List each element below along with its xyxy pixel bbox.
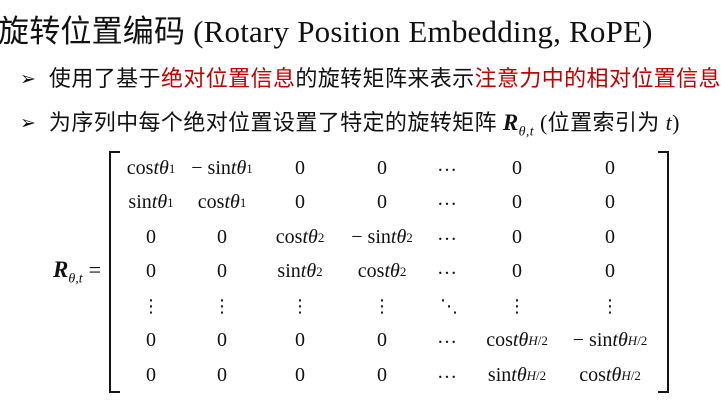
matrix-cell: 0 xyxy=(512,156,523,179)
matrix-cell: cos tθ H/2 xyxy=(579,363,641,386)
matrix-cell: sin tθ 2 xyxy=(277,260,323,283)
bullet-item-absolute-position: ➢ 为序列中每个绝对位置设置了特定的旋转矩阵 Rθ,t (位置索引为 t) xyxy=(20,108,680,147)
matrix-cell: 0 xyxy=(512,191,523,214)
matrix-cell: sin tθ H/2 xyxy=(487,363,547,386)
slide-title: 旋转位置编码 (Rotary Position Embedding, RoPE) xyxy=(0,14,653,49)
bullet2-segment-prefix: 为序列中每个绝对位置设置了特定的旋转矩阵 xyxy=(48,110,503,135)
bullet1-segment-plain: 的旋转矩阵来表示 xyxy=(295,66,475,91)
matrix-cell: − sin tθ 2 xyxy=(351,225,413,248)
matrix-bracket-right xyxy=(658,151,670,393)
matrix-cell: ⋮ xyxy=(142,295,161,317)
matrix-cell: ⋮ xyxy=(213,295,232,317)
matrix-cell: 0 xyxy=(605,260,616,283)
matrix-cell: 0 xyxy=(377,191,388,214)
matrix-cell: 0 xyxy=(146,363,157,386)
matrix-cell: 0 xyxy=(295,191,306,214)
matrix-cell: 0 xyxy=(217,225,228,248)
bullet1-segment-emphasis: 绝对位置信息 xyxy=(160,66,296,91)
bullet-arrow-icon: ➢ xyxy=(20,112,36,134)
matrix-cell: ⋱ xyxy=(440,295,459,317)
bullet-item-rotation-matrix: ➢ 使用了基于绝对位置信息的旋转矩阵来表示注意力中的相对位置信息 xyxy=(20,64,721,94)
matrix-cell: ⋮ xyxy=(373,295,392,317)
matrix-cell: 0 xyxy=(295,329,306,352)
matrix-cell: cos tθ 1 xyxy=(197,191,247,214)
matrix-cell: 0 xyxy=(217,260,228,283)
matrix-cell: 0 xyxy=(605,156,616,179)
equation-matrix-symbol: R xyxy=(53,256,69,282)
matrix-cell: 0 xyxy=(605,225,616,248)
matrix-cell: 0 xyxy=(377,329,388,352)
matrix-cell: … xyxy=(437,188,462,211)
matrix-cell: … xyxy=(437,222,462,245)
matrix-cell: … xyxy=(437,360,462,383)
matrix-cell: 0 xyxy=(217,329,228,352)
matrix-cell: 0 xyxy=(377,363,388,386)
rotation-matrix-grid: cos tθ 1 − sin tθ 1 0 0 … 0 0 sin tθ 1 cos tθ 1 0 0 … 0 0… xyxy=(120,151,658,393)
matrix-cell: ⋮ xyxy=(508,295,527,317)
matrix-cell: cos tθ 1 xyxy=(126,156,176,179)
matrix-cell: − sin tθ H/2 xyxy=(572,329,648,352)
matrix-cell: 0 xyxy=(295,156,306,179)
bullet-arrow-icon: ➢ xyxy=(20,68,36,90)
bullet-text: 使用了基于绝对位置信息的旋转矩阵来表示注意力中的相对位置信息 xyxy=(49,64,721,94)
matrix-symbol-subscript: θ,t xyxy=(518,124,535,140)
matrix-cell: cos tθ 2 xyxy=(275,225,325,248)
matrix-cell: … xyxy=(437,153,462,176)
equation-lhs: Rθ,t = xyxy=(53,257,101,287)
rotation-matrix-symbol: Rθ,t xyxy=(502,110,534,139)
equation-matrix-subscript: θ,t xyxy=(68,271,83,287)
matrix-cell: 0 xyxy=(217,363,228,386)
matrix-bracket-left xyxy=(109,151,121,393)
matrix-cell: 0 xyxy=(295,363,306,386)
bullet1-segment-plain: 使用了基于 xyxy=(48,66,161,91)
position-index-variable: t xyxy=(665,110,673,135)
matrix-cell: ⋮ xyxy=(291,295,310,317)
matrix-cell: ⋮ xyxy=(601,295,620,317)
matrix-cell: 0 xyxy=(377,156,388,179)
matrix-symbol-base: R xyxy=(502,110,519,135)
matrix-cell: cos tθ 2 xyxy=(357,260,407,283)
matrix-cell: … xyxy=(437,257,462,280)
matrix-cell: 0 xyxy=(146,260,157,283)
matrix-cell: … xyxy=(437,326,462,349)
bullet1-segment-emphasis: 注意力中的相对位置信息 xyxy=(474,66,721,91)
matrix-cell: 0 xyxy=(512,260,523,283)
matrix-cell: 0 xyxy=(512,225,523,248)
matrix-cell: 0 xyxy=(146,225,157,248)
matrix-cell: sin tθ 1 xyxy=(128,191,174,214)
equals-sign: = xyxy=(88,256,102,282)
rope-matrix-equation: Rθ,t = cos tθ 1− sin tθ 1 0 0… 0 0 sin tθ 1 cos tθ… xyxy=(53,151,670,393)
bullet2-segment-paren-close: ) xyxy=(672,110,680,135)
bullet2-segment-paren-open: (位置索引为 xyxy=(534,110,666,135)
matrix-cell: 0 xyxy=(146,329,157,352)
matrix-cell: cos tθ H/2 xyxy=(486,329,548,352)
matrix-cell: 0 xyxy=(605,191,616,214)
bullet-text: 为序列中每个绝对位置设置了特定的旋转矩阵 Rθ,t (位置索引为 t) xyxy=(49,108,680,147)
matrix-cell: − sin tθ 1 xyxy=(191,156,253,179)
